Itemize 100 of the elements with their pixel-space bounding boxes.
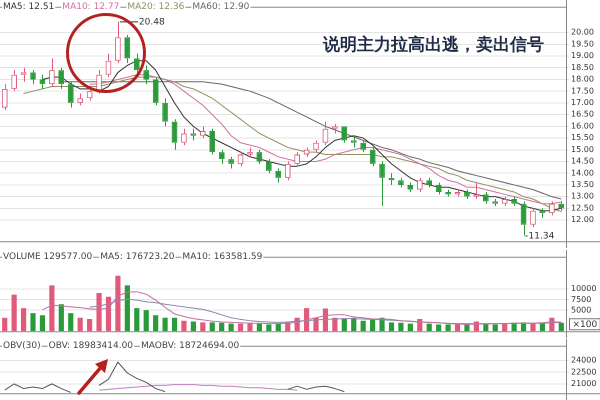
- candlestick: [341, 126, 348, 144]
- bar: [190, 322, 196, 332]
- bar: [276, 324, 281, 332]
- candlestick: [426, 177, 432, 188]
- bar: [530, 324, 536, 332]
- bar: [492, 324, 498, 332]
- candlestick: [172, 118, 178, 150]
- candlestick: [115, 20, 121, 64]
- candlestick: [445, 189, 451, 198]
- bar: [162, 318, 168, 332]
- annotation: 说明主力拉高出逃，卖出信号: [322, 35, 544, 55]
- y-tick-label: 14.00: [571, 168, 594, 178]
- y-tick-label: 16.00: [571, 121, 594, 130]
- candlestick: [106, 53, 112, 78]
- y-tick-label: 13.00: [571, 192, 594, 201]
- bar: [78, 318, 83, 332]
- candlestick: [482, 191, 489, 204]
- candlestick: [209, 128, 216, 155]
- bar: [200, 322, 206, 332]
- candlestick: [284, 161, 291, 181]
- candlestick: [398, 177, 404, 188]
- bar: [30, 313, 36, 332]
- y-tick-label: 12.50: [571, 203, 594, 212]
- y-tick-label: 18.00: [571, 74, 594, 84]
- bar: [256, 324, 262, 332]
- candlestick: [58, 67, 64, 90]
- candlestick: [162, 98, 168, 127]
- bar: [558, 322, 564, 332]
- candlestick: [11, 70, 17, 92]
- y-tick-label: 22500: [571, 367, 596, 376]
- y-tick-label: 15.50: [571, 133, 594, 142]
- bar: [172, 318, 178, 332]
- candlestick: [379, 161, 385, 207]
- y-tick-label: 12.00: [571, 215, 594, 224]
- bar: [153, 315, 158, 332]
- candlestick: [2, 84, 8, 110]
- bar: [144, 310, 149, 332]
- y-axis-title: ×100: [572, 320, 598, 330]
- candlestick: [124, 34, 130, 64]
- y-tick-label: 17.00: [571, 98, 594, 107]
- candlestick: [408, 182, 414, 192]
- bar: [12, 294, 17, 332]
- bar: [454, 324, 460, 332]
- bar: [408, 324, 413, 332]
- candlestick: [511, 196, 517, 207]
- candlestick: [360, 140, 366, 153]
- bar: [20, 308, 26, 332]
- y-tick-label: 18.50: [571, 62, 594, 72]
- candlestick: [275, 168, 282, 184]
- bar: [436, 324, 442, 332]
- annotation: MA10: 163581.59: [182, 252, 263, 262]
- bar: [417, 319, 422, 332]
- candlestick: [388, 172, 394, 186]
- bar: [426, 324, 432, 332]
- y-tick-label: 19.00: [571, 51, 594, 60]
- y-tick-label: 7500: [571, 294, 592, 304]
- candlestick: [540, 208, 546, 218]
- candlestick: [40, 74, 46, 90]
- candlestick: [218, 149, 225, 164]
- y-tick-label: 17.50: [571, 86, 594, 96]
- bar: [87, 319, 92, 332]
- bar: [96, 292, 102, 332]
- candlestick: [49, 58, 55, 87]
- bar: [445, 324, 451, 332]
- y-tick-label: 16.50: [571, 110, 594, 119]
- bar: [181, 320, 187, 332]
- bar: [2, 318, 8, 332]
- candlestick: [68, 81, 74, 108]
- bar: [398, 322, 404, 332]
- bar: [210, 322, 215, 332]
- bar: [332, 318, 338, 332]
- bar: [124, 285, 130, 332]
- candlestick: [520, 200, 526, 236]
- candlestick: [228, 156, 234, 170]
- y-tick-label: 21000: [571, 378, 596, 388]
- annotation: VOLUME 129577.00: [3, 252, 92, 262]
- y-tick-label: 10000: [571, 284, 596, 294]
- candlestick: [30, 70, 36, 85]
- annotation: OBV(30): [3, 341, 41, 351]
- y-tick-label: 20.00: [571, 28, 594, 37]
- bar: [115, 276, 121, 332]
- y-tick-label: 14.50: [571, 156, 594, 166]
- bar: [49, 285, 54, 332]
- candlestick: [350, 135, 357, 148]
- bar: [388, 322, 394, 332]
- annotation: MAOBV: 18724694.00: [141, 341, 240, 351]
- bar: [360, 320, 366, 332]
- annotation: MA5: 176723.20: [100, 252, 175, 262]
- bar: [106, 296, 112, 332]
- text: MA20: 12.36: [127, 2, 185, 12]
- bar: [266, 324, 272, 332]
- bar: [342, 319, 347, 332]
- bar: [68, 313, 74, 332]
- candlestick: [464, 189, 470, 200]
- candlestick: [152, 76, 158, 106]
- annotation: OBV: 18983414.00: [48, 341, 134, 351]
- y-tick-label: 5000: [571, 305, 592, 314]
- y-tick-label: 19.50: [571, 39, 594, 48]
- y-tick-label: 13.50: [571, 180, 594, 190]
- bar: [502, 324, 508, 332]
